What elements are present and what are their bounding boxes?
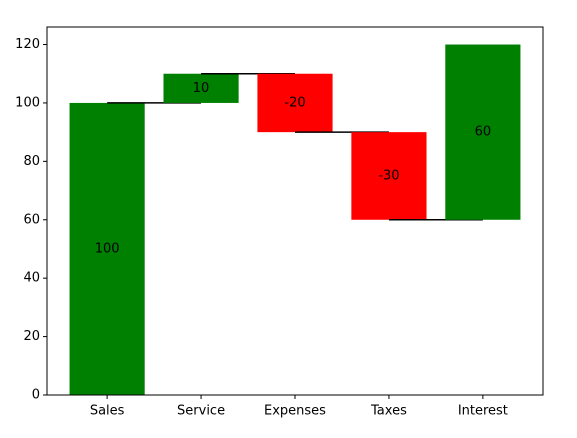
data-label: -30 <box>378 168 399 183</box>
plot-frame <box>46 26 544 396</box>
x-tick-label: Service <box>177 404 225 419</box>
bar <box>445 44 521 220</box>
y-tick-label: 120 <box>15 37 40 52</box>
data-label: 100 <box>95 241 120 256</box>
y-tick-label: 0 <box>32 388 40 403</box>
bar <box>163 73 239 103</box>
y-tick-label: 100 <box>15 95 40 110</box>
x-tick-label: Sales <box>90 404 125 419</box>
y-tick-label: 20 <box>23 329 40 344</box>
data-label: -20 <box>284 95 305 110</box>
bar <box>257 73 333 133</box>
bar <box>351 132 427 220</box>
y-tick-label: 40 <box>23 271 40 286</box>
x-tick-label: Expenses <box>264 404 326 419</box>
y-tick-label: 80 <box>23 154 40 169</box>
y-tick-label: 60 <box>23 212 40 227</box>
x-tick-label: Interest <box>458 404 508 419</box>
data-label: 60 <box>475 125 492 140</box>
x-tick-label: Taxes <box>370 404 407 419</box>
bar <box>69 102 145 395</box>
data-label: 10 <box>193 81 210 96</box>
